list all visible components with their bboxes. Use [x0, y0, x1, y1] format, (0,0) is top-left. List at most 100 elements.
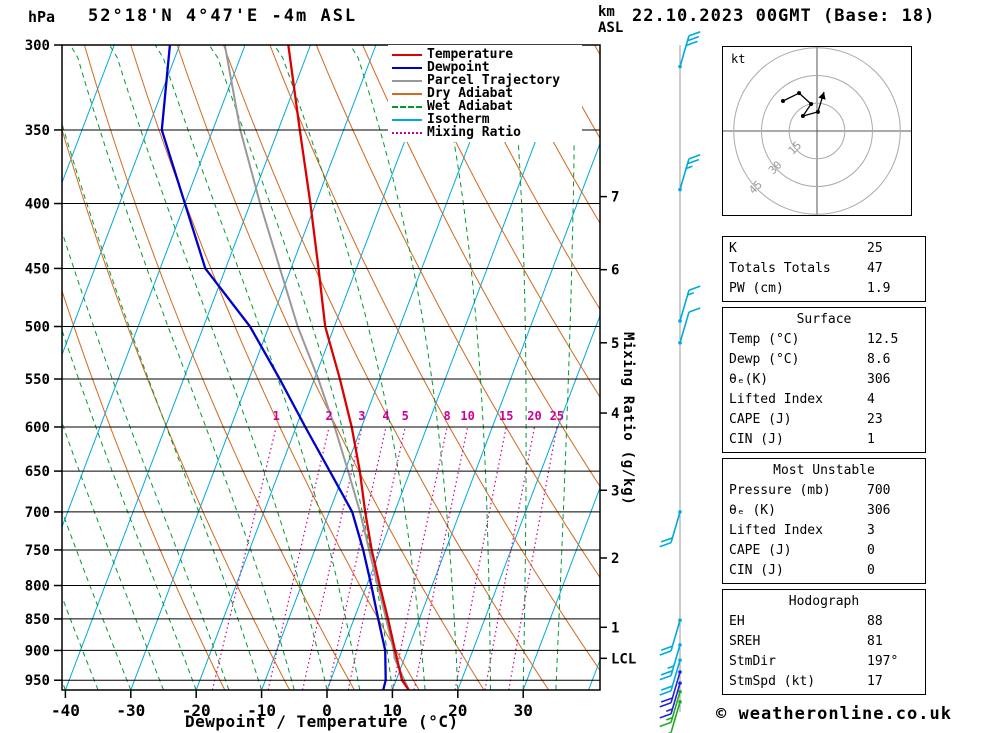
table-row-label: Lifted Index — [729, 523, 823, 538]
table-row-value: 3 — [867, 523, 875, 538]
mixing-ratio-lines — [211, 426, 558, 690]
pressure-tick-label: 900 — [25, 643, 50, 659]
wind-barb — [678, 285, 701, 323]
temperature-tick-label: 0 — [322, 701, 332, 720]
table-row-label: θₑ(K) — [729, 372, 769, 387]
table-row-label: CIN (J) — [729, 563, 784, 578]
legend-item: Mixing Ratio — [390, 126, 580, 139]
wet-adiabat-line — [431, 45, 491, 690]
dry-adiabat-line — [62, 127, 291, 690]
pressure-tick-label: 750 — [25, 543, 50, 559]
altitude-tick-label: 2 — [611, 551, 619, 567]
table-row-label: CAPE (J) — [729, 412, 792, 427]
table-row: CIN (J) 1 — [723, 430, 925, 450]
dry-adiabat-line — [62, 289, 226, 690]
wind-barb — [678, 31, 701, 69]
table-row-value: 1 — [867, 432, 875, 447]
altitude-tick-label: 7 — [611, 190, 619, 206]
table-row: SREH 81 — [723, 632, 925, 652]
mixing-ratio-labels: 1 2 3 4 5 8 10 15 20 25 — [273, 409, 565, 423]
table-row-label: Lifted Index — [729, 392, 823, 407]
temperature-tick-label: 10 — [383, 701, 402, 720]
table-row: CAPE (J) 23 — [723, 410, 925, 430]
hodograph-trace — [782, 91, 825, 118]
table-row-value: 47 — [867, 261, 883, 276]
wet-adiabat-line — [62, 122, 263, 690]
legend-label: Dewpoint — [427, 60, 490, 75]
table-row: EH 88 — [723, 612, 925, 632]
altitude-tick-label: 1 — [611, 620, 619, 636]
table-row-label: StmDir — [729, 654, 776, 669]
dry-adiabat-line — [223, 45, 550, 690]
hodograph-trace-point — [800, 114, 805, 118]
pressure-tick-label: 550 — [25, 372, 50, 388]
legend-label: Mixing Ratio — [427, 125, 521, 140]
dry-adiabat-line — [362, 45, 600, 488]
legend-label: Parcel Trajectory — [427, 73, 561, 88]
isotherm-line — [130, 45, 377, 690]
legend-swatch-isotherm — [392, 118, 422, 121]
legend-item: Wet Adiabat — [390, 100, 580, 113]
mixing-ratio-label: 8 — [443, 409, 450, 423]
isotherm-line — [64, 45, 311, 690]
isotherm-line — [522, 486, 600, 690]
mixing-ratio-label: 5 — [402, 409, 409, 423]
table-row: K 25 — [723, 239, 925, 259]
temperature-axis-title: Dewpoint / Temperature (°C) — [185, 712, 459, 731]
wet-adiabat-line — [109, 45, 328, 690]
pressure-tick-label: 950 — [25, 673, 50, 689]
isotherm-line — [457, 314, 600, 690]
wet-adiabat-line — [62, 328, 197, 690]
table-row-label: EH — [729, 614, 745, 629]
mixing-ratio-label: 2 — [325, 409, 332, 423]
legend-swatch-temperature — [392, 53, 422, 56]
table-header: Hodograph — [788, 594, 860, 609]
altitude-tick-label: 5 — [611, 336, 619, 352]
isotherm-line — [62, 45, 181, 357]
legend-label: Wet Adiabat — [427, 99, 514, 114]
table-row-label: Temp (°C) — [729, 332, 800, 347]
pressure-tick-label: 500 — [25, 320, 50, 336]
mixing-ratio-line — [327, 426, 387, 690]
legend-item: Parcel Trajectory — [390, 74, 580, 87]
isotherm-line — [195, 45, 442, 690]
wet-adiabat-line — [62, 595, 99, 690]
temperature-tick-label: -40 — [51, 701, 80, 720]
wind-barb — [659, 643, 682, 681]
dry-adiabat-line — [269, 45, 600, 672]
table-row-value: 8.6 — [867, 352, 891, 367]
mixing-ratio-line — [302, 426, 363, 690]
mixing-ratio-axis-title: Mixing Ratio (g/kg) — [620, 332, 636, 506]
wet-adiabat-line — [555, 45, 575, 690]
table-row-label: CIN (J) — [729, 432, 784, 447]
legend-swatch-mixing-ratio — [392, 131, 422, 134]
dry-adiabat-line — [83, 45, 355, 690]
legend-swatch-dewpoint — [392, 66, 422, 69]
legend-swatch-parcel-trajectory — [392, 79, 422, 82]
hodograph-ring — [733, 47, 901, 215]
indices-tables: K 25 Totals Totals 47 PW (cm) 1.9 Surface Temp … — [722, 236, 926, 700]
pressure-tick-label: 350 — [25, 123, 50, 139]
datetime-title: 22.10.2023 00GMT (Base: 18) — [632, 6, 936, 26]
pressure-tick-label: 450 — [25, 261, 50, 277]
wind-barb — [667, 700, 682, 733]
sounding-curves — [160, 45, 410, 690]
dry-adiabat-line — [408, 45, 600, 399]
table-row: θₑ (K) 306 — [723, 501, 925, 521]
wet-adiabat-line — [507, 45, 527, 690]
altitude-tick-labels: 7 6 5 4 3 2 1 LCL — [611, 190, 636, 668]
pressure-tick-label: 800 — [25, 579, 50, 595]
legend-label: Dry Adiabat — [427, 86, 514, 101]
table-row: Lifted Index 3 — [723, 521, 925, 541]
legend: Temperature Dewpoint Parcel Trajectory Dry … — [388, 45, 582, 142]
wind-barb — [659, 670, 682, 708]
temperature-tick-labels: -40 -30 -20 -10 0 10 20 30 — [51, 701, 533, 720]
isotherm-line — [261, 45, 508, 690]
altitude-axis-unit-km: km — [598, 4, 615, 20]
table-row: CAPE (J) 0 — [723, 541, 925, 561]
table-header: Surface — [796, 312, 852, 327]
pressure-tick-label: 400 — [25, 197, 50, 213]
wind-barb — [659, 658, 682, 696]
table-row-label: StmSpd (kt) — [729, 674, 816, 689]
